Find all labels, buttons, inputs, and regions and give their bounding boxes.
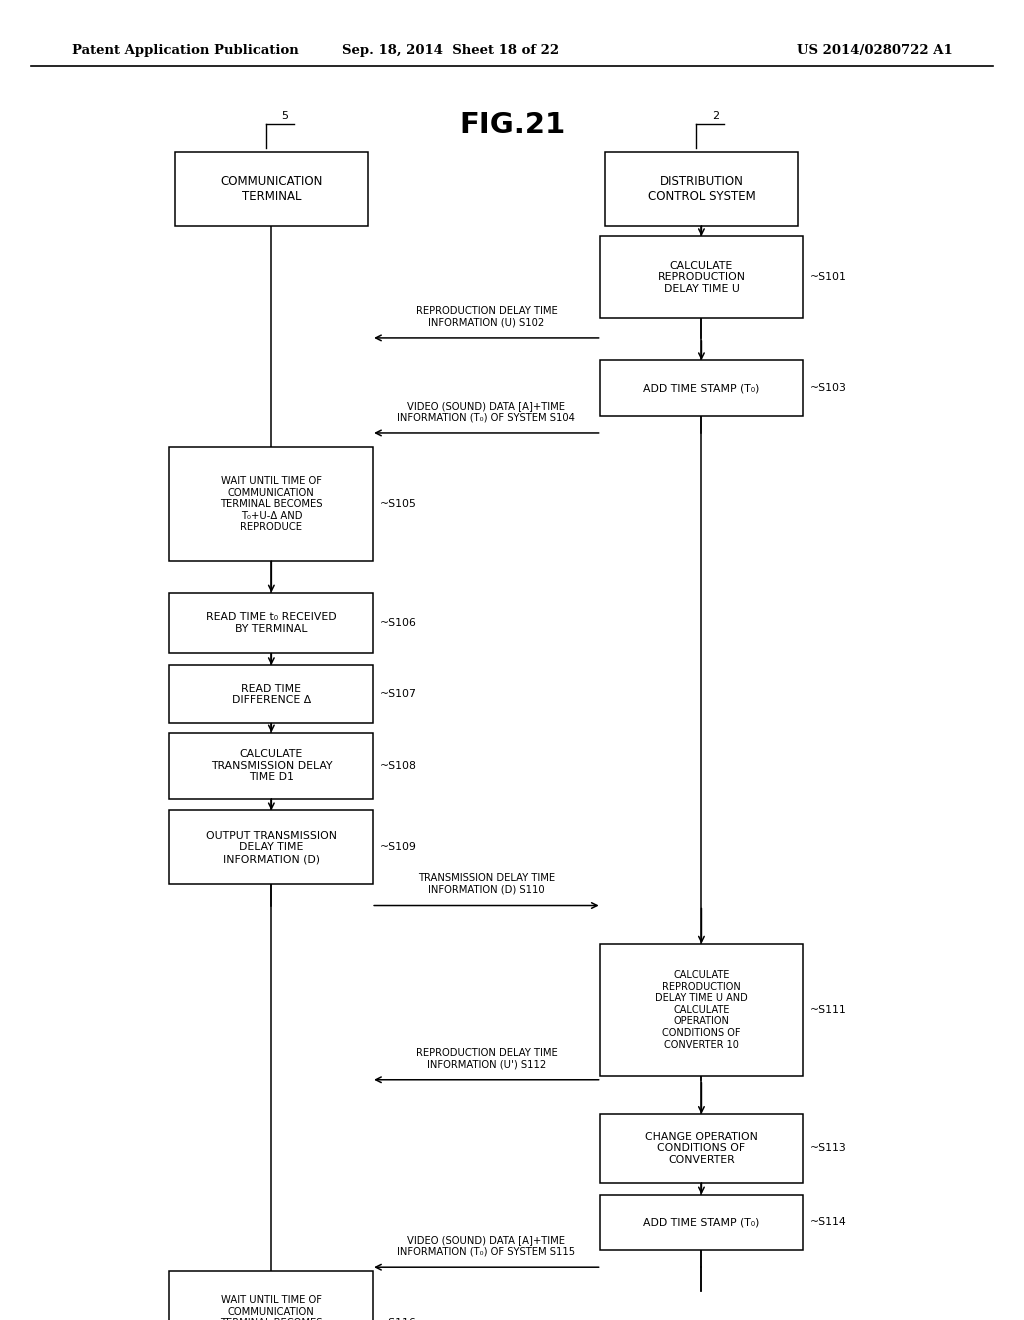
Text: ADD TIME STAMP (T₀): ADD TIME STAMP (T₀) xyxy=(643,383,760,393)
Text: WAIT UNTIL TIME OF
COMMUNICATION
TERMINAL BECOMES
T₀+U-Δ AND
REPRODUCE: WAIT UNTIL TIME OF COMMUNICATION TERMINA… xyxy=(220,477,323,532)
Text: ~S111: ~S111 xyxy=(809,1005,846,1015)
Text: Patent Application Publication: Patent Application Publication xyxy=(72,44,298,57)
Text: FIG.21: FIG.21 xyxy=(459,111,565,140)
Text: ~S107: ~S107 xyxy=(380,689,417,700)
Text: VIDEO (SOUND) DATA [A]+TIME
INFORMATION (T₀) OF SYSTEM S115: VIDEO (SOUND) DATA [A]+TIME INFORMATION … xyxy=(397,1236,575,1257)
Text: CALCULATE
REPRODUCTION
DELAY TIME U: CALCULATE REPRODUCTION DELAY TIME U xyxy=(657,260,745,294)
FancyBboxPatch shape xyxy=(600,1195,803,1250)
FancyBboxPatch shape xyxy=(600,236,803,318)
FancyBboxPatch shape xyxy=(600,1114,803,1183)
Text: TRANSMISSION DELAY TIME
INFORMATION (D) S110: TRANSMISSION DELAY TIME INFORMATION (D) … xyxy=(418,874,555,895)
Text: COMMUNICATION
TERMINAL: COMMUNICATION TERMINAL xyxy=(220,174,323,203)
Text: REPRODUCTION DELAY TIME
INFORMATION (U) S102: REPRODUCTION DELAY TIME INFORMATION (U) … xyxy=(416,306,557,327)
Text: Sep. 18, 2014  Sheet 18 of 22: Sep. 18, 2014 Sheet 18 of 22 xyxy=(342,44,559,57)
Text: ~S103: ~S103 xyxy=(809,383,847,393)
FancyBboxPatch shape xyxy=(600,360,803,416)
FancyBboxPatch shape xyxy=(600,944,803,1076)
Text: 2: 2 xyxy=(712,111,719,121)
Text: ~S114: ~S114 xyxy=(809,1217,846,1228)
Text: CHANGE OPERATION
CONDITIONS OF
CONVERTER: CHANGE OPERATION CONDITIONS OF CONVERTER xyxy=(645,1131,758,1166)
Text: US 2014/0280722 A1: US 2014/0280722 A1 xyxy=(797,44,952,57)
Text: WAIT UNTIL TIME OF
COMMUNICATION
TERMINAL BECOMES
T₀+ U'- Δ AND
REPRODUCE: WAIT UNTIL TIME OF COMMUNICATION TERMINA… xyxy=(220,1295,323,1320)
Text: VIDEO (SOUND) DATA [A]+TIME
INFORMATION (T₀) OF SYSTEM S104: VIDEO (SOUND) DATA [A]+TIME INFORMATION … xyxy=(397,401,575,422)
Text: DISTRIBUTION
CONTROL SYSTEM: DISTRIBUTION CONTROL SYSTEM xyxy=(647,174,756,203)
Text: REPRODUCTION DELAY TIME
INFORMATION (U') S112: REPRODUCTION DELAY TIME INFORMATION (U')… xyxy=(416,1048,557,1069)
FancyBboxPatch shape xyxy=(170,593,374,653)
Text: READ TIME
DIFFERENCE Δ: READ TIME DIFFERENCE Δ xyxy=(231,684,311,705)
Text: OUTPUT TRANSMISSION
DELAY TIME
INFORMATION (D): OUTPUT TRANSMISSION DELAY TIME INFORMATI… xyxy=(206,830,337,865)
Text: ~S101: ~S101 xyxy=(809,272,847,282)
Text: CALCULATE
TRANSMISSION DELAY
TIME D1: CALCULATE TRANSMISSION DELAY TIME D1 xyxy=(211,748,332,783)
FancyBboxPatch shape xyxy=(170,810,374,884)
Text: CALCULATE
REPRODUCTION
DELAY TIME U AND
CALCULATE
OPERATION
CONDITIONS OF
CONVER: CALCULATE REPRODUCTION DELAY TIME U AND … xyxy=(655,970,748,1049)
FancyBboxPatch shape xyxy=(170,1271,374,1320)
FancyBboxPatch shape xyxy=(604,152,799,226)
Text: ~S105: ~S105 xyxy=(380,499,417,510)
Text: ~S108: ~S108 xyxy=(380,760,417,771)
Text: ~S109: ~S109 xyxy=(380,842,417,853)
Text: ~S116: ~S116 xyxy=(380,1319,416,1320)
FancyBboxPatch shape xyxy=(170,733,374,799)
FancyBboxPatch shape xyxy=(174,152,369,226)
Text: ~S113: ~S113 xyxy=(809,1143,846,1154)
Text: READ TIME t₀ RECEIVED
BY TERMINAL: READ TIME t₀ RECEIVED BY TERMINAL xyxy=(206,612,337,634)
Text: ~S106: ~S106 xyxy=(380,618,417,628)
Text: ADD TIME STAMP (T₀): ADD TIME STAMP (T₀) xyxy=(643,1217,760,1228)
FancyBboxPatch shape xyxy=(170,447,374,561)
Text: 5: 5 xyxy=(282,111,289,121)
FancyBboxPatch shape xyxy=(170,665,374,723)
